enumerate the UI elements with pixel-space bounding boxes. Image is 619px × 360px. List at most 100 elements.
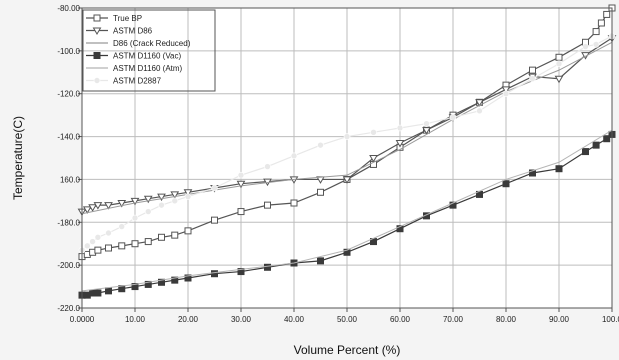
- data-point: [211, 216, 218, 224]
- data-point: [502, 90, 510, 98]
- legend-label: True BP: [113, 14, 142, 23]
- data-point: [158, 278, 165, 286]
- data-point: [264, 163, 271, 170]
- data-point: [130, 197, 140, 206]
- data-point: [529, 66, 536, 74]
- data-point: [117, 200, 127, 208]
- data-point: [264, 263, 271, 271]
- data-point: [592, 28, 600, 36]
- data-point: [395, 140, 405, 148]
- y-tick-label: -140.0: [57, 133, 80, 142]
- series-d86-crack-reduced: [81, 41, 613, 215]
- y-tick-label: -80.00: [57, 4, 80, 13]
- data-point: [529, 169, 536, 177]
- data-point: [317, 188, 324, 196]
- legend-label: ASTM D1160 (Atm): [113, 64, 183, 73]
- data-point: [592, 41, 600, 48]
- legend-swatch-marker: [92, 27, 102, 35]
- series-astm-d2887: [78, 32, 616, 254]
- series-astm-d1160-atm: [81, 129, 613, 292]
- legend-item[interactable]: ASTM D1160 (Vac): [86, 52, 182, 61]
- data-point: [582, 43, 589, 50]
- data-point: [158, 233, 165, 241]
- data-point: [171, 197, 179, 205]
- data-point: [143, 195, 153, 204]
- legend-item[interactable]: ASTM D1160 (Atm): [86, 64, 183, 73]
- x-tick-label: 30.00: [231, 315, 252, 324]
- series-line: [81, 41, 613, 215]
- data-point: [597, 19, 605, 27]
- data-point: [183, 189, 193, 197]
- x-tick-label: 50.00: [337, 315, 358, 324]
- legend-label: ASTM D1160 (Vac): [113, 52, 182, 61]
- data-point: [264, 201, 271, 209]
- y-tick-label: 160.0: [60, 175, 81, 184]
- x-tick-label: 10.00: [125, 315, 146, 324]
- data-point: [317, 141, 324, 149]
- y-tick-label: -120.0: [57, 90, 80, 99]
- data-point: [555, 53, 563, 61]
- data-point: [582, 148, 589, 156]
- data-point: [211, 184, 218, 192]
- data-point: [592, 141, 600, 149]
- data-point: [94, 246, 102, 254]
- x-tick-label: 20.00: [178, 315, 199, 324]
- data-point: [237, 208, 245, 216]
- legend-item[interactable]: True BP: [86, 14, 142, 23]
- y-axis-ticks: -80.00 -100.0 -120.0 -140.0 160.0 -180.0 -200.…: [57, 4, 82, 313]
- data-point: [144, 208, 152, 215]
- data-point: [118, 223, 126, 230]
- data-point: [93, 202, 103, 210]
- data-point: [369, 155, 378, 163]
- data-point: [603, 10, 611, 18]
- x-axis-title: Volume Percent (%): [294, 343, 401, 357]
- data-point: [131, 240, 139, 248]
- x-tick-label: 100.0: [602, 315, 619, 324]
- y-tick-label: -100.0: [57, 47, 80, 56]
- data-point: [476, 107, 483, 115]
- legend-label: ASTM D86: [113, 27, 153, 36]
- y-axis-title: Temperature(C): [11, 116, 25, 200]
- data-point: [317, 257, 324, 265]
- data-point: [157, 193, 166, 202]
- data-point: [236, 180, 246, 189]
- series-line: [81, 35, 613, 251]
- legend-item[interactable]: ASTM D86: [86, 27, 153, 36]
- data-point: [396, 124, 404, 132]
- data-point: [502, 180, 510, 188]
- data-point: [555, 60, 563, 68]
- x-tick-label: 90.00: [549, 315, 570, 324]
- legend-swatch-marker: [93, 14, 101, 22]
- data-point: [396, 225, 404, 233]
- x-tick-label: 80.00: [496, 315, 517, 324]
- data-point: [501, 86, 511, 94]
- x-axis-ticks: 0.0000 10.00 20.00 30.00 40.00 50.00 60.00 70.0…: [70, 308, 619, 324]
- data-point: [94, 233, 102, 241]
- legend-item[interactable]: D86 (Crack Reduced): [86, 39, 191, 48]
- series-line: [81, 129, 613, 292]
- data-point: [475, 99, 484, 107]
- legend-label: ASTM D2887: [113, 77, 162, 86]
- data-point: [105, 287, 112, 295]
- data-point: [131, 283, 139, 291]
- data-point: [370, 128, 377, 136]
- y-tick-label: -220.0: [57, 304, 80, 313]
- x-tick-label: 0.0000: [70, 315, 95, 324]
- x-tick-label: 70.00: [443, 315, 464, 324]
- data-point: [555, 165, 563, 173]
- data-point: [529, 75, 536, 83]
- legend-label: D86 (Crack Reduced): [113, 39, 191, 48]
- y-tick-label: -180.0: [57, 218, 80, 227]
- data-point: [105, 229, 112, 237]
- data-point: [422, 127, 431, 135]
- data-point: [342, 176, 352, 184]
- data-point: [158, 201, 165, 209]
- legend-item[interactable]: ASTM D2887: [86, 77, 162, 86]
- y-tick-label: -200.0: [57, 261, 80, 270]
- data-point: [88, 204, 97, 212]
- data-point: [290, 152, 298, 160]
- data-point: [184, 274, 192, 282]
- data-point: [184, 193, 192, 200]
- legend-swatch-marker: [93, 52, 101, 59]
- legend[interactable]: True BP ASTM D86 D86 (Crack Reduced) ASTM D…: [82, 9, 216, 92]
